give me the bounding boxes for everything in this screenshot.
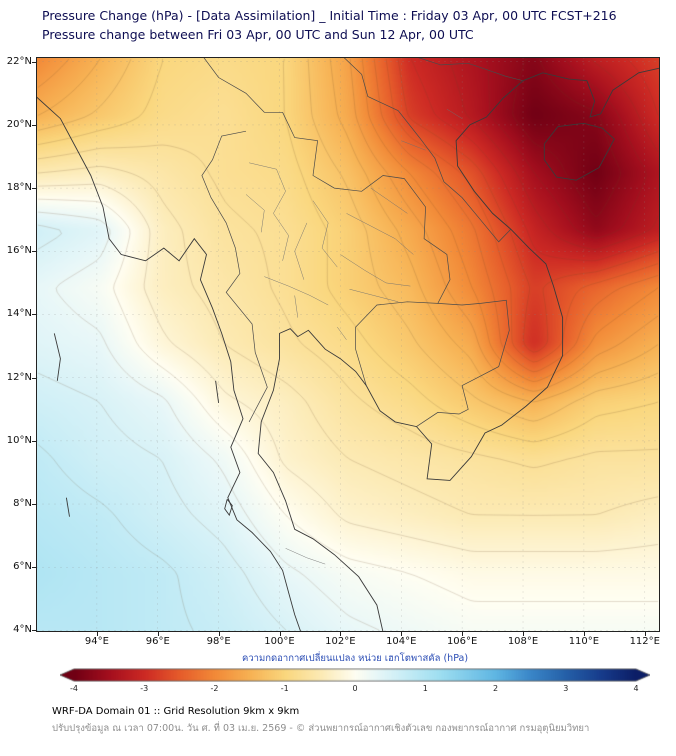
y-tick-label: 18°N (6, 182, 32, 194)
x-tick-label: 94°E (84, 636, 109, 647)
province-boundary (346, 213, 414, 255)
footer-credit: ปรับปรุงข้อมูล ณ เวลา 07:00น. วัน ศ. ที่… (52, 723, 590, 734)
colorbar (60, 668, 650, 682)
country-border (416, 299, 510, 427)
province-boundary (370, 187, 408, 214)
colorbar-tick-label: -2 (210, 684, 219, 693)
x-tick-mark (96, 632, 98, 636)
province-boundary (249, 162, 289, 261)
colorbar-tick-label: 4 (633, 684, 639, 693)
plot-frame (36, 57, 660, 632)
x-tick-label: 102°E (325, 636, 356, 647)
x-tick-label: 108°E (507, 636, 539, 647)
x-tick-label: 98°E (206, 636, 231, 647)
province-boundary (401, 140, 426, 151)
y-tick-label: 20°N (6, 118, 32, 130)
province-boundary (340, 254, 411, 287)
x-tick-label: 104°E (386, 636, 417, 647)
map-plot-area (36, 57, 660, 632)
pressure-heatmap-canvas (36, 57, 660, 632)
country-border (343, 57, 512, 243)
province-boundary (245, 194, 265, 233)
province-boundary (285, 548, 326, 565)
y-tick-label: 16°N (6, 245, 32, 257)
y-tick-label: 4°N (13, 624, 32, 636)
footer-domain-info: WRF-DA Domain 01 :: Grid Resolution 9km … (52, 706, 300, 717)
y-tick-label: 12°N (6, 371, 32, 383)
x-tick-mark (644, 632, 646, 636)
province-boundary (349, 288, 399, 303)
province-boundary (294, 222, 308, 280)
y-tick-label: 10°N (6, 434, 32, 446)
province-boundary (294, 295, 299, 318)
island-outline (53, 333, 61, 381)
chart-subtitle: Pressure change between Fri 03 Apr, 00 U… (42, 27, 474, 42)
colorbar-tick-label: -3 (140, 684, 149, 693)
colorbar-tick-label: 0 (352, 684, 358, 693)
colorbar-ticks: -4 -3 -2 -1 0 1 2 3 4 (60, 684, 650, 696)
x-tick-mark (157, 632, 159, 636)
y-tick-label: 6°N (13, 561, 32, 573)
x-tick-label: 110°E (568, 636, 600, 647)
x-tick-mark (401, 632, 403, 636)
country-border (201, 130, 268, 423)
island-outline (224, 499, 233, 517)
x-tick-mark (340, 632, 342, 636)
colorbar-tick-label: -4 (70, 684, 78, 693)
y-tick-label: 8°N (13, 498, 32, 510)
country-border (203, 57, 283, 113)
province-boundary (446, 108, 463, 119)
x-tick-label: 96°E (145, 636, 170, 647)
chart-title: Pressure Change (hPa) - [Data Assimilati… (42, 8, 617, 23)
x-tick-label: 100°E (264, 636, 295, 647)
island-outline (215, 380, 220, 403)
y-tick-label: 14°N (6, 308, 32, 320)
country-border (416, 57, 524, 82)
colorbar-label: ความกดอากาศเปลี่ยนแปลง หน่วย เฮกโตพาสคัล… (241, 653, 469, 664)
country-border (282, 112, 451, 386)
province-boundary (312, 200, 338, 268)
x-tick-label: 112°E (629, 636, 660, 647)
x-tick-mark (462, 632, 464, 636)
x-tick-mark (583, 632, 585, 636)
province-boundary (337, 326, 347, 340)
x-tick-mark (279, 632, 281, 636)
map-borders-overlay (36, 57, 660, 632)
coastline (36, 96, 302, 632)
island-outline (65, 497, 70, 517)
x-tick-label: 106°E (446, 636, 478, 647)
colorbar-tick-label: -1 (280, 684, 289, 693)
x-tick-mark (523, 632, 525, 636)
colorbar-tick-label: 1 (422, 684, 428, 693)
y-tick-label: 22°N (6, 55, 32, 67)
colorbar-tick-label: 2 (492, 684, 499, 693)
island-outline (543, 122, 615, 181)
province-boundary (264, 276, 329, 306)
coastline (257, 67, 660, 632)
colorbar-tick-label: 3 (563, 684, 569, 693)
x-tick-mark (218, 632, 220, 636)
